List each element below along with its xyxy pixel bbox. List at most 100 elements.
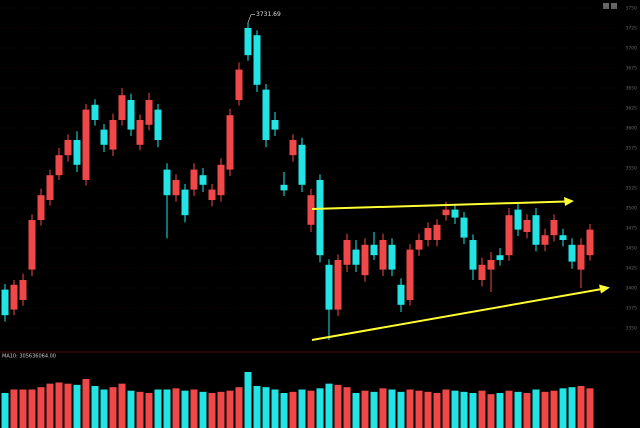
candle-body (271, 120, 279, 130)
y-tick-label: 3450 (626, 246, 638, 252)
volume-bar (478, 390, 486, 428)
volume-bar (559, 388, 567, 428)
volume-bar (370, 391, 378, 428)
candle-body (361, 244, 369, 276)
candle-body (82, 109, 90, 180)
volume-bar (271, 389, 279, 428)
volume-bar (469, 393, 477, 428)
trend-line (311, 200, 567, 210)
candle-body (109, 120, 117, 150)
volume-bar (73, 384, 81, 428)
candle-body (532, 215, 540, 245)
volume-bar (127, 390, 135, 428)
arrow-head (564, 197, 574, 206)
volume-bar (154, 389, 162, 428)
volume-bar (145, 393, 153, 428)
volume-bar (190, 389, 198, 428)
volume-bar (523, 393, 531, 428)
volume-bar (208, 393, 216, 428)
y-tick-label: 3425 (626, 266, 638, 272)
candle-body (154, 109, 162, 140)
volume-bar (343, 387, 351, 428)
volume-bar (91, 386, 99, 428)
candle-body (64, 140, 72, 156)
max-label: 3731.69 (256, 11, 281, 18)
candle-body (253, 35, 261, 85)
candle-body (586, 229, 594, 256)
candle-body (415, 240, 423, 250)
volume-bar (136, 391, 144, 428)
volume-bar (307, 390, 315, 428)
volume-bar (226, 390, 234, 428)
candle-body (19, 280, 27, 300)
volume-bar (514, 391, 522, 428)
candle-body (28, 220, 36, 270)
volume-bar (415, 390, 423, 428)
volume-bar (55, 382, 63, 428)
candle-body (424, 228, 432, 240)
candle-body (190, 169, 198, 190)
candle-body (181, 189, 189, 216)
candle-body (370, 244, 378, 256)
icon[interactable] (603, 3, 609, 9)
candles: 3731.69 (1, 11, 594, 340)
volume-bar (46, 383, 54, 428)
volume-bar (64, 383, 72, 428)
candle-body (514, 209, 522, 230)
candle-body (37, 195, 45, 220)
volume-bar (199, 391, 207, 428)
volume-bar (352, 393, 360, 428)
candle-body (478, 264, 486, 280)
volume-bar (289, 391, 297, 428)
candle-body (388, 244, 396, 270)
icon[interactable] (611, 3, 617, 9)
candle-body (208, 189, 216, 200)
y-tick-label: 3475 (626, 226, 638, 232)
candle-body (1, 289, 9, 316)
candle-body (523, 220, 531, 232)
volume-bar (262, 387, 270, 428)
arrow-head (599, 284, 610, 294)
candle-body (46, 175, 54, 200)
volume-bars (1, 372, 594, 428)
candle-body (136, 120, 144, 145)
y-tick-label: 3575 (626, 146, 638, 152)
y-tick-label: 3675 (626, 66, 638, 72)
y-tick-label: 3600 (626, 126, 638, 132)
candle-body (262, 89, 270, 140)
volume-bar (379, 388, 387, 428)
candle-body (316, 180, 324, 256)
volume-bar (406, 389, 414, 428)
candle-body (550, 220, 558, 236)
volume-bar (82, 379, 90, 428)
volume-bar (172, 388, 180, 428)
volume-bar (550, 390, 558, 428)
volume-bar (109, 387, 117, 428)
candle-body (487, 260, 495, 270)
candle-body (100, 129, 108, 145)
volume-bar (334, 384, 342, 428)
y-tick-label: 3400 (626, 286, 638, 292)
volume-bar (505, 390, 513, 428)
y-tick-label: 3625 (626, 106, 638, 112)
candle-body (397, 284, 405, 305)
volume-bar (586, 388, 594, 428)
y-tick-label: 3700 (626, 46, 638, 52)
volume-bar (244, 372, 252, 428)
candle-body (172, 180, 180, 196)
volume-bar (28, 389, 36, 428)
candle-body (55, 155, 63, 176)
candle-body (334, 260, 342, 310)
candle-body (406, 249, 414, 300)
volume-ma-label: MA10: 305636064.00 (2, 354, 56, 360)
grid: 3350 3375 3400 3425 3450 3475 3500 3525 3550 3575… (0, 6, 637, 332)
volume-bar (217, 391, 225, 428)
volume-bar (253, 386, 261, 428)
y-tick-label: 3725 (626, 26, 638, 32)
y-tick-label: 3525 (626, 186, 638, 192)
volume-bar (433, 393, 441, 428)
volume-bar (532, 389, 540, 428)
volume-bar (181, 390, 189, 428)
candle-body (10, 284, 18, 310)
